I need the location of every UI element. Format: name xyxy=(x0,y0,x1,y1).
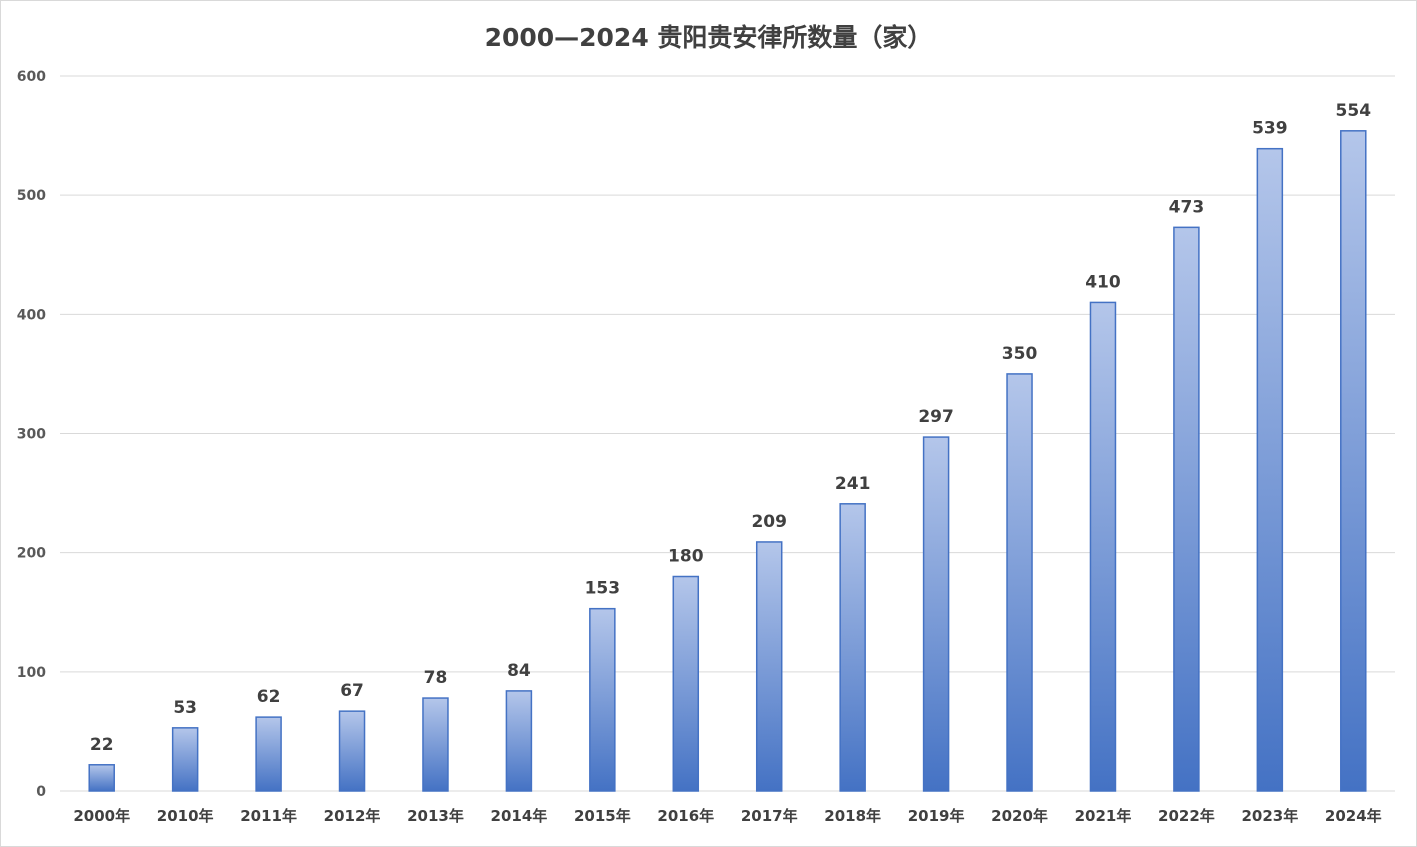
x-tick-label: 2019年 xyxy=(908,807,965,825)
x-tick-label: 2022年 xyxy=(1158,807,1215,825)
bar xyxy=(589,607,616,792)
data-label: 62 xyxy=(257,687,281,707)
bar xyxy=(1089,301,1117,792)
x-tick-label: 2011年 xyxy=(240,807,297,825)
x-tick-label: 2018年 xyxy=(824,807,881,825)
data-label: 84 xyxy=(507,661,531,681)
bar xyxy=(1340,130,1367,792)
y-tick-label: 300 xyxy=(17,427,46,443)
y-tick-label: 600 xyxy=(17,69,46,85)
data-label: 22 xyxy=(90,735,114,755)
bar xyxy=(755,541,783,792)
x-tick-label: 2016年 xyxy=(657,807,714,825)
data-label: 554 xyxy=(1336,101,1372,121)
x-tick-label: 2010年 xyxy=(157,807,214,825)
y-axis: 0 100 200 300 400 500 600 xyxy=(17,69,46,800)
data-label: 241 xyxy=(835,474,871,494)
x-tick-label: 2013年 xyxy=(407,807,464,825)
x-tick-label: 2024年 xyxy=(1325,807,1382,825)
bar xyxy=(338,710,366,792)
x-tick-label: 2017年 xyxy=(741,807,798,825)
bar xyxy=(1006,373,1033,792)
data-label: 78 xyxy=(424,668,448,688)
gridlines xyxy=(60,75,1395,792)
data-label: 53 xyxy=(173,698,197,718)
bar xyxy=(255,716,282,792)
data-label: 153 xyxy=(585,579,621,599)
data-label: 350 xyxy=(1002,344,1038,364)
bar xyxy=(505,690,533,792)
bar xyxy=(88,764,115,792)
data-label: 209 xyxy=(751,512,787,532)
y-tick-label: 500 xyxy=(17,188,46,204)
bar xyxy=(1173,226,1200,792)
data-labels: 22 53 62 67 78 84 153 180 209 241 297 350 410 473 539 5… xyxy=(90,101,1371,755)
chart-title: 2000—2024 贵阳贵安律所数量（家） xyxy=(484,23,933,52)
x-tick-label: 2014年 xyxy=(491,807,548,825)
x-tick-label: 2020年 xyxy=(991,807,1048,825)
y-tick-label: 200 xyxy=(17,546,46,562)
x-tick-label: 2012年 xyxy=(324,807,381,825)
bar xyxy=(839,503,866,792)
data-label: 67 xyxy=(340,681,364,701)
y-tick-label: 100 xyxy=(17,665,46,681)
data-label: 410 xyxy=(1085,272,1121,292)
bar xyxy=(171,727,199,792)
data-label: 180 xyxy=(668,547,704,567)
data-label: 539 xyxy=(1252,119,1288,139)
y-tick-label: 400 xyxy=(17,307,46,323)
x-tick-label: 2023年 xyxy=(1241,807,1298,825)
bar xyxy=(672,575,700,792)
bar xyxy=(922,436,950,792)
x-axis: 2000年 2010年 2011年 2012年 2013年 2014年 2015年 2016年… xyxy=(73,807,1381,825)
bar xyxy=(422,697,449,792)
bars xyxy=(88,130,1367,792)
bar xyxy=(1256,147,1284,792)
data-label: 473 xyxy=(1169,197,1205,217)
data-label: 297 xyxy=(918,407,954,427)
x-tick-label: 2021年 xyxy=(1075,807,1132,825)
y-tick-label: 0 xyxy=(36,784,46,800)
x-tick-label: 2015年 xyxy=(574,807,631,825)
x-tick-label: 2000年 xyxy=(73,807,130,825)
